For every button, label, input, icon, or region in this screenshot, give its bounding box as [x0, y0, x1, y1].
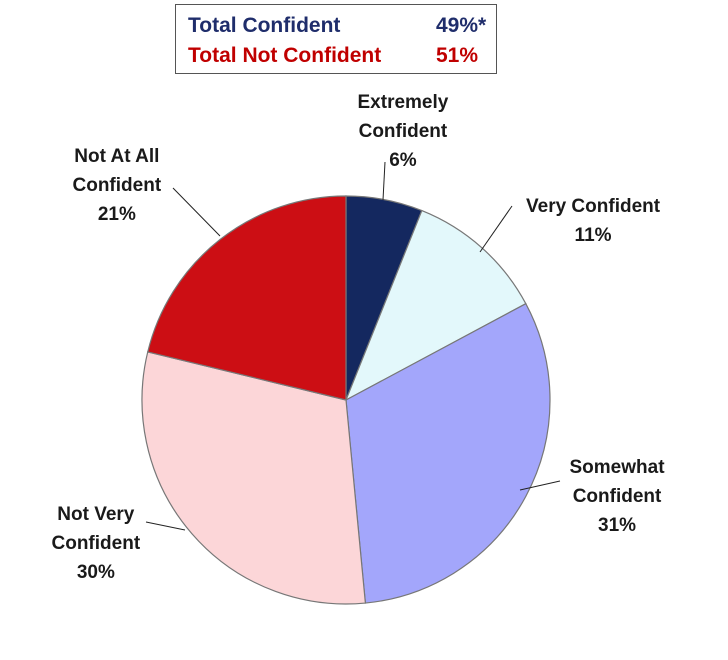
pie-slice-very-confident: [344, 209, 527, 402]
slice-label-line: Confident: [358, 121, 448, 142]
leader-line-not-at-all-confident: [172, 187, 221, 237]
slice-label-line: 30%: [76, 562, 115, 583]
pie-slice-somewhat-confident: [345, 302, 551, 604]
leader-line-somewhat-confident: [519, 480, 561, 491]
slice-label-line: 11%: [574, 225, 612, 246]
slice-label-line: Confident: [572, 486, 662, 507]
slice-label-line: Not Very: [57, 504, 135, 525]
total-confident-row: Total Confident 49%*: [188, 11, 487, 41]
slice-label-line: Confident: [51, 533, 141, 554]
slice-label-line: 21%: [97, 204, 136, 225]
slice-label-line: 6%: [389, 150, 417, 171]
slice-label-not-very-confident: Not Very Confident 30%: [52, 500, 141, 587]
total-not-confident-row: Total Not Confident 51%: [188, 41, 484, 71]
pie-slices: [141, 195, 551, 605]
total-confident-value: 49%*: [436, 14, 487, 37]
slice-label-line: Very Confident: [526, 196, 661, 217]
total-not-confident-label: Total Not Confident: [188, 44, 382, 67]
leader-line-not-very-confident: [145, 521, 186, 531]
pie-slice-not-at-all-confident: [147, 195, 347, 401]
slice-label-line: Somewhat: [569, 457, 665, 478]
summary-legend-box: Total Confident 49%* Total Not Confident…: [175, 4, 497, 74]
total-confident-label: Total Confident: [188, 14, 341, 37]
slice-label-line: Not At All: [74, 146, 160, 167]
slice-label-not-at-all-confident: Not At All Confident 21%: [73, 142, 162, 229]
slice-label-very-confident: Very Confident 11%: [526, 192, 660, 250]
slice-label-line: Extremely: [357, 92, 449, 113]
leader-lines: [145, 161, 561, 531]
slice-label-line: 31%: [598, 515, 637, 536]
leader-line-very-confident: [479, 205, 513, 253]
leader-line-extremely-confident: [382, 161, 386, 201]
slice-label-somewhat-confident: Somewhat Confident 31%: [570, 453, 665, 540]
slice-label-line: Confident: [72, 175, 162, 196]
total-not-confident-value: 51%: [436, 44, 479, 67]
pie-slice-not-very-confident: [141, 351, 367, 605]
slice-label-extremely-confident: Extremely Confident 6%: [358, 88, 449, 175]
